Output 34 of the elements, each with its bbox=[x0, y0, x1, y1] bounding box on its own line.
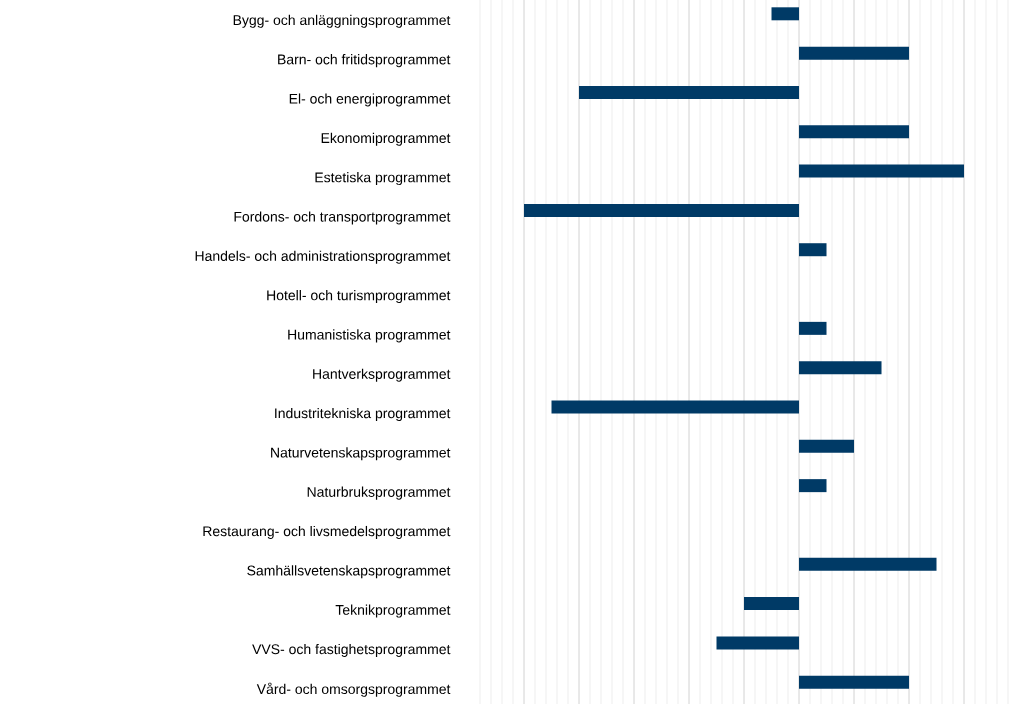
y-tick-label: Barn- och fritidsprogrammet bbox=[278, 54, 451, 68]
bar bbox=[551, 400, 799, 414]
bar bbox=[799, 675, 910, 689]
y-tick-label: Humanistiska programmet bbox=[288, 329, 451, 343]
y-tick-label: Restaurang- och livsmedelsprogrammet bbox=[203, 525, 451, 539]
y-tick-label: Samhällsvetenskapsprogrammet bbox=[247, 565, 451, 579]
y-tick-label: El- och energiprogrammet bbox=[289, 93, 451, 107]
bar bbox=[799, 439, 855, 453]
bar bbox=[799, 557, 937, 571]
bar bbox=[799, 243, 827, 257]
bar bbox=[716, 636, 799, 650]
bar bbox=[799, 361, 882, 375]
y-tick-label: Estetiska programmet bbox=[315, 172, 451, 186]
y-tick-label: Bygg- och anläggningsprogrammet bbox=[233, 14, 451, 28]
y-tick-label: Handels- och administrationsprogrammet bbox=[195, 250, 451, 264]
y-tick-label: Vård- och omsorgsprogrammet bbox=[256, 682, 451, 697]
bar bbox=[799, 125, 910, 139]
bar bbox=[744, 597, 799, 611]
bar bbox=[799, 46, 910, 60]
bar bbox=[799, 479, 827, 493]
bar bbox=[799, 164, 965, 178]
y-tick-label: Teknikprogrammet bbox=[335, 604, 451, 618]
bar bbox=[799, 321, 827, 335]
y-tick-label: Naturbruksprogrammet bbox=[307, 486, 451, 500]
y-tick-label: VVS- och fastighetsprogrammet bbox=[252, 643, 451, 657]
y-tick-label: Industritekniska programmet bbox=[275, 407, 451, 422]
y-tick-label: Naturvetenskapsprogrammet bbox=[271, 447, 451, 461]
y-tick-label: Hantverksprogrammet bbox=[313, 368, 451, 382]
y-tick-label: Fordons- och transportprogrammet bbox=[234, 211, 451, 225]
bar bbox=[579, 85, 799, 99]
bar bbox=[771, 7, 799, 21]
y-tick-label: Ekonomiprogrammet bbox=[321, 132, 451, 146]
y-tick-label: Hotell- och turismprogrammet bbox=[267, 290, 451, 304]
bar bbox=[524, 203, 799, 217]
